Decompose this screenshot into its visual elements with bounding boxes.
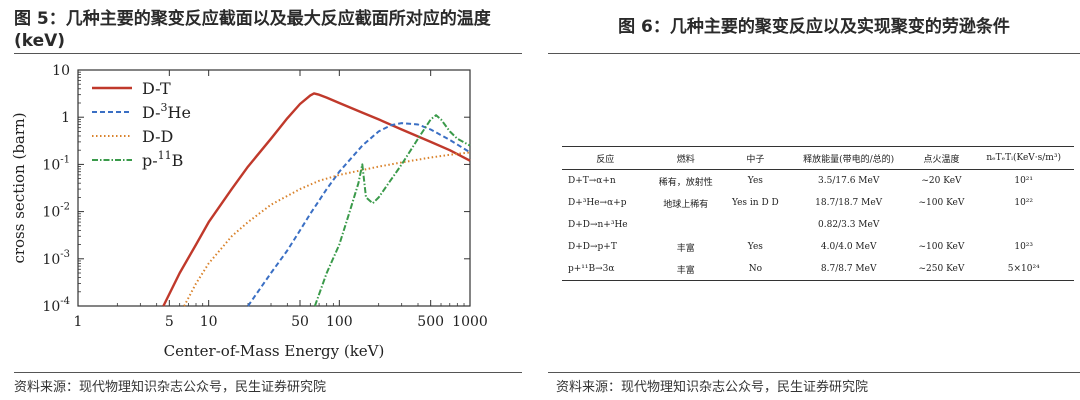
table-cell: D+³He→α+p [568,198,627,208]
table-cell: 5×10²⁴ [973,258,1074,281]
table-header-cell: 释放能量(带电的/总的) [787,146,910,170]
table-cell: 丰富 [648,258,723,281]
table-cell: Yes in D D [731,198,779,208]
table-cell [973,214,1074,236]
source-rule [548,372,1080,373]
y-tick-label: 10-1 [42,154,70,173]
figure-6-title: 图 6：几种主要的聚变反应以及实现聚变的劳逊条件 [618,17,1010,37]
figure-5-source: 资料来源：现代物理知识杂志公众号，民生证券研究院 [14,380,327,395]
y-tick-label: 10 [52,63,70,79]
legend-label: D-D [142,127,173,146]
table-cell: 8.7/8.7 MeV [787,258,910,281]
y-axis-label: cross section (barn) [10,112,28,263]
table-header-cell: 燃料 [648,146,723,170]
cross-section-chart: 1 5 10 50 100 500 1000 10-4 10-3 10-2 10-1 1 10 D-T D… [10,63,488,360]
table-cell [723,214,788,236]
series-line-d-3he [247,122,471,307]
table-cell: No [722,258,788,281]
y-tick-label: 1 [61,110,70,126]
table-cell [910,214,974,236]
plot-frame [77,69,471,307]
table-row: D+D→p+T 丰富 Yes 4.0/4.0 MeV ~100 KeV 10²³ [562,236,1074,258]
table-cell: p+¹¹B→3α [562,258,649,281]
y-tick-label: 10-3 [42,249,70,268]
table-cell: Yes [747,176,763,186]
table-cell: ~20 KeV [921,176,962,186]
series-line-d-t [162,92,471,307]
table-cell: D+D→n+³He [568,220,628,230]
table-cell: 地球上稀有 [663,199,709,210]
legend-label: p-11B [142,149,183,170]
table-cell: Yes [747,242,763,252]
table-header-cell: 点火温度 [909,146,974,170]
table-cell: ~250 KeV [909,258,974,281]
source-rule [14,372,522,373]
x-tick-label: 5 [165,314,174,330]
table-cell: 10²² [1014,198,1034,208]
table-cell: D+T→α+n [568,176,616,186]
title-rule [548,53,1080,54]
x-axis-label: Center-of-Mass Energy (keV) [164,342,385,360]
table-header-cell: 中子 [722,146,788,170]
x-tick-label: 1000 [452,314,488,330]
legend-label: D-3He [142,101,191,122]
table-cell: 10²³ [1014,242,1034,252]
table-row: D+D→n+³He 0.82/3.3 MeV [562,214,1074,236]
table-cell: 稀有，放射性 [658,177,713,188]
table-cell: 3.5/17.6 MeV [818,176,880,186]
table-cell: ~100 KeV [918,198,965,208]
legend-label: D-T [142,79,171,98]
table-cell: 0.82/3.3 MeV [818,220,880,230]
figure-6-source: 资料来源：现代物理知识杂志公众号，民生证券研究院 [556,380,869,395]
table-cell: D+D→p+T [568,242,617,252]
table-row: D+T→α+n 稀有，放射性 Yes 3.5/17.6 MeV ~20 KeV 10²¹ [562,170,1074,193]
x-tick-label: 10 [200,314,218,330]
table-cell: 18.7/18.7 MeV [815,198,883,208]
y-tick-label: 10-2 [42,202,70,221]
table-row: p+¹¹B→3α 丰富 No 8.7/8.7 MeV ~250 KeV 5×10²⁴ [562,258,1074,281]
x-tick-label: 500 [417,314,444,330]
table-cell: 10²¹ [1014,176,1034,186]
table-cell: 丰富 [676,243,695,254]
right-panel: 图 6：几种主要的聚变反应以及实现聚变的劳逊条件 反应 燃料 中子 释放能量(带电的/… [548,0,1080,400]
y-tick-label: 10-4 [42,296,70,315]
x-tick-label: 100 [326,314,353,330]
table-header-cell: 反应 [562,146,649,170]
fusion-reaction-table: 反应 燃料 中子 释放能量(带电的/总的) 点火温度 nₑTₑTᵢ(KeV·s/m³) D… [562,146,1074,281]
left-panel: 图 5：几种主要的聚变反应截面以及最大反应截面所对应的温度(keV) 1 5 10 5… [0,0,522,400]
table-cell: 4.0/4.0 MeV [820,242,877,252]
x-tick-label: 50 [291,314,309,330]
figure-5-title: 图 5：几种主要的聚变反应截面以及最大反应截面所对应的温度(keV) [14,9,491,51]
title-rule [14,53,522,54]
table-cell: ~100 KeV [918,242,965,252]
series-line-d-d [183,151,471,307]
series-line-p-11b [313,114,471,307]
table-header-cell: nₑTₑTᵢ(KeV·s/m³) [973,146,1074,170]
table-cell [649,214,723,236]
table-row: D+³He→α+p 地球上稀有 Yes in D D 18.7/18.7 MeV ~10… [562,192,1074,214]
x-tick-label: 1 [74,314,83,330]
